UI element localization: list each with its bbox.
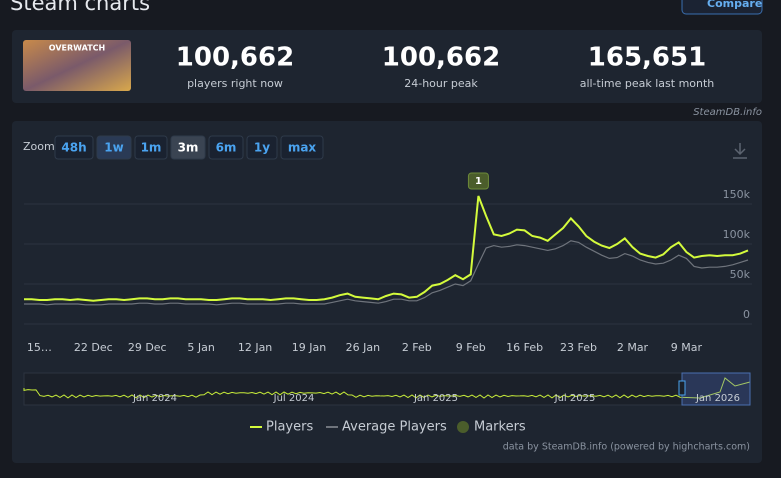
- stats-panel: [12, 30, 762, 103]
- y-tick-label: 150k: [723, 188, 751, 201]
- stat-value: 100,662: [382, 43, 500, 73]
- zoom-button-label[interactable]: 3m: [178, 141, 199, 155]
- zoom-button-label[interactable]: 1w: [104, 141, 123, 155]
- x-tick-label: 9 Feb: [456, 341, 486, 354]
- game-image: [23, 40, 131, 91]
- legend-label[interactable]: Players: [266, 420, 313, 435]
- page-title: Steam charts: [10, 0, 150, 15]
- y-tick-label: 0: [743, 308, 750, 321]
- series-line: [24, 240, 749, 306]
- compare-button[interactable]: [681, 0, 763, 15]
- zoom-button-label[interactable]: max: [288, 141, 317, 155]
- legend-label[interactable]: Average Players: [342, 420, 447, 435]
- download-icon[interactable]: [733, 143, 747, 159]
- zoom-button[interactable]: [96, 135, 132, 160]
- zoom-button-label[interactable]: 1y: [254, 141, 270, 155]
- zoom-label: Zoom: [23, 140, 55, 153]
- navigator-label: Jul 2024: [273, 393, 315, 404]
- x-tick-label: 22 Dec: [74, 341, 113, 354]
- credit: SteamDB.info: [693, 107, 762, 118]
- x-tick-label: 29 Dec: [128, 341, 167, 354]
- y-tick-label: 50k: [730, 268, 751, 281]
- series-line: [24, 195, 749, 302]
- chart-panel: [12, 121, 762, 463]
- zoom-button-label[interactable]: 48h: [61, 141, 86, 155]
- compare-label[interactable]: Compare: [707, 0, 762, 10]
- navigator-label: Jan 2026: [695, 393, 740, 404]
- y-tick-label: 100k: [723, 228, 751, 241]
- navigator-handle[interactable]: [678, 380, 686, 396]
- navigator-label: Jul 2025: [554, 393, 596, 404]
- zoom-button[interactable]: [280, 135, 324, 160]
- legend-label[interactable]: Markers: [474, 420, 526, 435]
- zoom-button-label[interactable]: 1m: [141, 141, 162, 155]
- navigator-line: [23, 377, 751, 399]
- x-tick-label: 2 Mar: [617, 341, 649, 354]
- marker: [467, 172, 489, 190]
- navigator-label: Jan 2024: [132, 393, 177, 404]
- x-tick-label: 19 Jan: [292, 341, 326, 354]
- marker-label: 1: [475, 176, 482, 187]
- zoom-button[interactable]: [246, 135, 278, 160]
- legend-swatch: [457, 421, 469, 433]
- x-tick-label: 9 Mar: [671, 341, 703, 354]
- x-tick-label: 23 Feb: [560, 341, 597, 354]
- stat-value: 100,662: [176, 43, 294, 73]
- navigator-label: Jan 2025: [413, 393, 458, 404]
- zoom-button[interactable]: [54, 135, 94, 160]
- stat-label: 24-hour peak: [404, 77, 478, 90]
- x-tick-label: 16 Feb: [506, 341, 543, 354]
- x-tick-label: 5 Jan: [187, 341, 214, 354]
- x-tick-label: 15…: [27, 341, 52, 354]
- x-tick-label: 26 Jan: [346, 341, 380, 354]
- game-logo: OVERWATCH: [49, 44, 105, 53]
- zoom-button-label[interactable]: 6m: [216, 141, 237, 155]
- footer-credit: data by SteamDB.info (powered by highcha…: [503, 442, 750, 453]
- x-tick-label: 2 Feb: [402, 341, 432, 354]
- stat-label: players right now: [187, 77, 283, 90]
- x-tick-label: 12 Jan: [238, 341, 272, 354]
- zoom-button[interactable]: [134, 135, 168, 160]
- stat-value: 165,651: [588, 43, 706, 73]
- zoom-button[interactable]: [208, 135, 244, 160]
- stat-label: all-time peak last month: [580, 77, 715, 90]
- zoom-button[interactable]: [170, 135, 206, 160]
- navigator: [23, 372, 751, 406]
- navigator-selection[interactable]: [681, 372, 751, 406]
